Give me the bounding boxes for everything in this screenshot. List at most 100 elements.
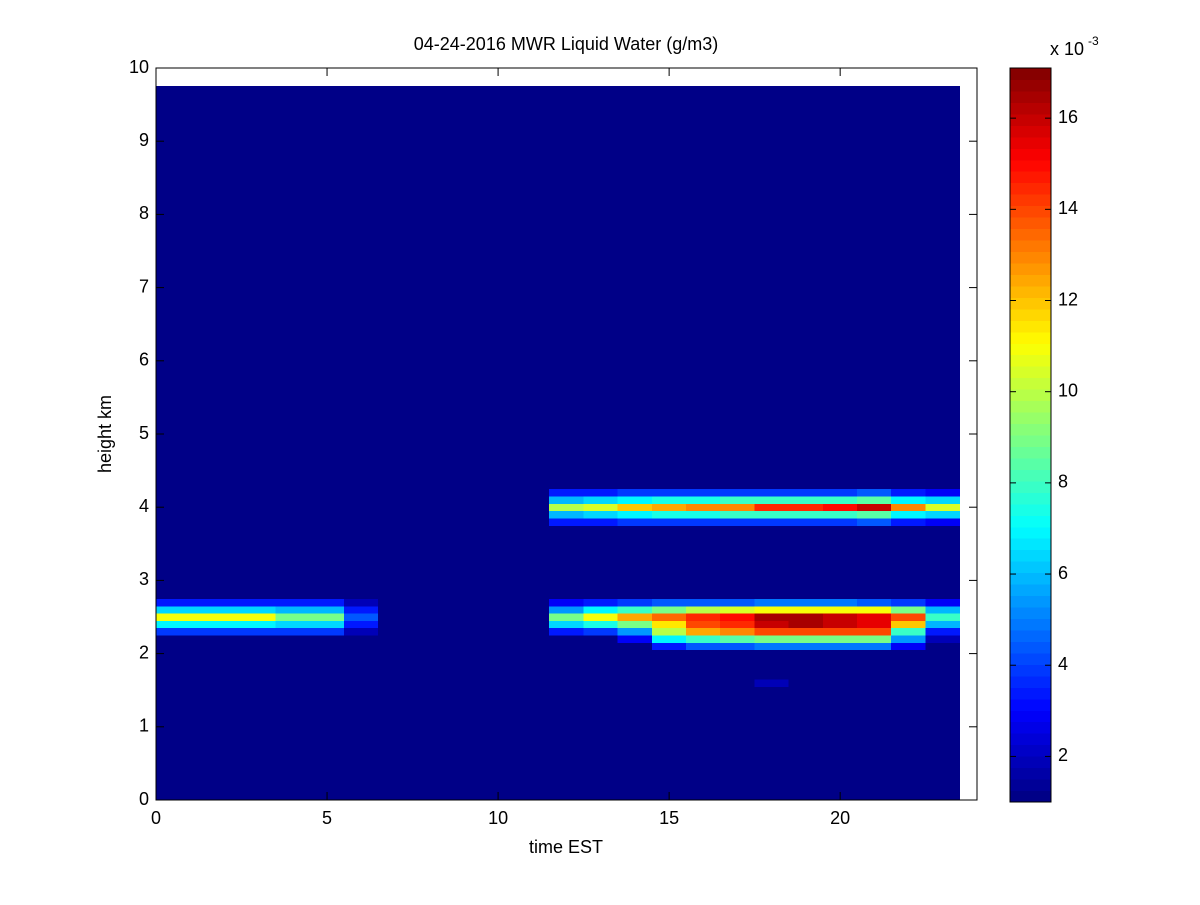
heatmap-cell xyxy=(788,635,824,643)
colorbar-swatch xyxy=(1010,148,1051,161)
heatmap-cell xyxy=(720,649,755,680)
heatmap-cell xyxy=(207,517,242,526)
heatmap-cell xyxy=(754,598,790,607)
heatmap-cell xyxy=(788,620,824,629)
heatmap-cell xyxy=(446,517,482,526)
heatmap-cell xyxy=(891,525,926,599)
heatmap-cell xyxy=(275,620,311,629)
heatmap-cell xyxy=(412,503,448,512)
heatmap-cell xyxy=(651,642,687,651)
heatmap-cell xyxy=(514,649,550,680)
heatmap-cell xyxy=(720,503,755,512)
heatmap-cell xyxy=(617,598,653,607)
colorbar-swatch xyxy=(1010,790,1051,803)
y-axis-label: height km xyxy=(95,395,115,473)
heatmap-cell xyxy=(754,488,790,497)
heatmap-cell xyxy=(343,503,379,512)
heatmap-cell xyxy=(857,605,892,614)
heatmap-cell xyxy=(788,517,824,526)
heatmap-cell xyxy=(514,635,550,643)
colorbar-swatch xyxy=(1010,285,1051,298)
x-tick-label: 0 xyxy=(151,808,161,828)
colorbar-swatch xyxy=(1010,675,1051,688)
heatmap-cell xyxy=(343,642,379,651)
heatmap-cell xyxy=(857,525,892,599)
heatmap-cell xyxy=(857,495,892,504)
heatmap-cell xyxy=(617,686,653,800)
heatmap-cell xyxy=(412,86,448,490)
heatmap-cell xyxy=(446,642,482,651)
heatmap-cell xyxy=(720,635,755,643)
heatmap-cell xyxy=(514,495,550,504)
heatmap-cell xyxy=(172,517,208,526)
heatmap-cell xyxy=(925,678,961,687)
heatmap-cell xyxy=(549,605,584,614)
heatmap-cell xyxy=(172,525,208,599)
heatmap-cell xyxy=(720,678,755,687)
colorbar-swatch xyxy=(1010,90,1051,103)
colorbar-swatch xyxy=(1010,618,1051,631)
heatmap-cell xyxy=(549,510,584,519)
colorbar-swatch xyxy=(1010,79,1051,92)
heatmap-cell xyxy=(925,605,961,614)
colorbar-swatch xyxy=(1010,274,1051,287)
heatmap-cell xyxy=(583,503,619,512)
heatmap-cell xyxy=(822,525,858,599)
heatmap-cell xyxy=(891,620,926,629)
heatmap-cell xyxy=(754,678,790,687)
colorbar-swatch xyxy=(1010,331,1051,344)
heatmap-cell xyxy=(822,613,858,621)
heatmap-cell xyxy=(617,495,653,504)
heatmap-cell xyxy=(412,635,448,643)
heatmap-cell xyxy=(720,642,755,651)
heatmap-cell xyxy=(446,635,482,643)
heatmap-cell xyxy=(617,613,653,621)
heatmap-cell xyxy=(446,649,482,680)
heatmap-cell xyxy=(241,635,276,643)
heatmap-cell xyxy=(822,620,858,629)
heatmap-cell xyxy=(925,525,961,599)
heatmap-cell xyxy=(378,635,413,643)
heatmap-cell xyxy=(720,86,755,490)
heatmap-cell xyxy=(651,649,687,680)
heatmap-cell xyxy=(343,598,379,607)
heatmap-cell xyxy=(275,605,311,614)
heatmap-cell xyxy=(412,649,448,680)
heatmap-cell xyxy=(480,678,516,687)
heatmap-cell xyxy=(309,620,345,629)
colorbar-swatch xyxy=(1010,354,1051,367)
heatmap-cell xyxy=(480,686,516,800)
y-tick-label: 0 xyxy=(139,789,149,809)
heatmap-cell xyxy=(412,620,448,629)
heatmap-cell xyxy=(241,495,276,504)
heatmap-cell xyxy=(480,613,516,621)
heatmap-cell xyxy=(651,635,687,643)
heatmap-cell xyxy=(549,503,584,512)
heatmap-cell xyxy=(275,510,311,519)
heatmap-cell xyxy=(857,598,892,607)
y-tick-label: 3 xyxy=(139,569,149,589)
heatmap-cell xyxy=(891,605,926,614)
heatmap-cell xyxy=(925,627,961,636)
heatmap-cell xyxy=(583,510,619,519)
heatmap-cell xyxy=(514,627,550,636)
heatmap-cell xyxy=(651,517,687,526)
heatmap-cell xyxy=(583,649,619,680)
heatmap-cell xyxy=(480,627,516,636)
colorbar-exponent: -3 xyxy=(1088,34,1099,48)
colorbar-swatch xyxy=(1010,308,1051,321)
colorbar-swatch xyxy=(1010,629,1051,642)
colorbar-tick-label: 6 xyxy=(1058,563,1068,583)
heatmap-cell xyxy=(275,627,311,636)
heatmap-cell xyxy=(685,620,721,629)
heatmap-cell xyxy=(207,495,242,504)
heatmap-cell xyxy=(617,642,653,651)
y-tick-label: 2 xyxy=(139,642,149,662)
heatmap-cell xyxy=(754,649,790,680)
colorbar-swatch xyxy=(1010,480,1051,493)
colorbar-swatch xyxy=(1010,320,1051,333)
heatmap-cell xyxy=(651,613,687,621)
colorbar-swatch xyxy=(1010,366,1051,379)
heatmap-cell xyxy=(891,613,926,621)
